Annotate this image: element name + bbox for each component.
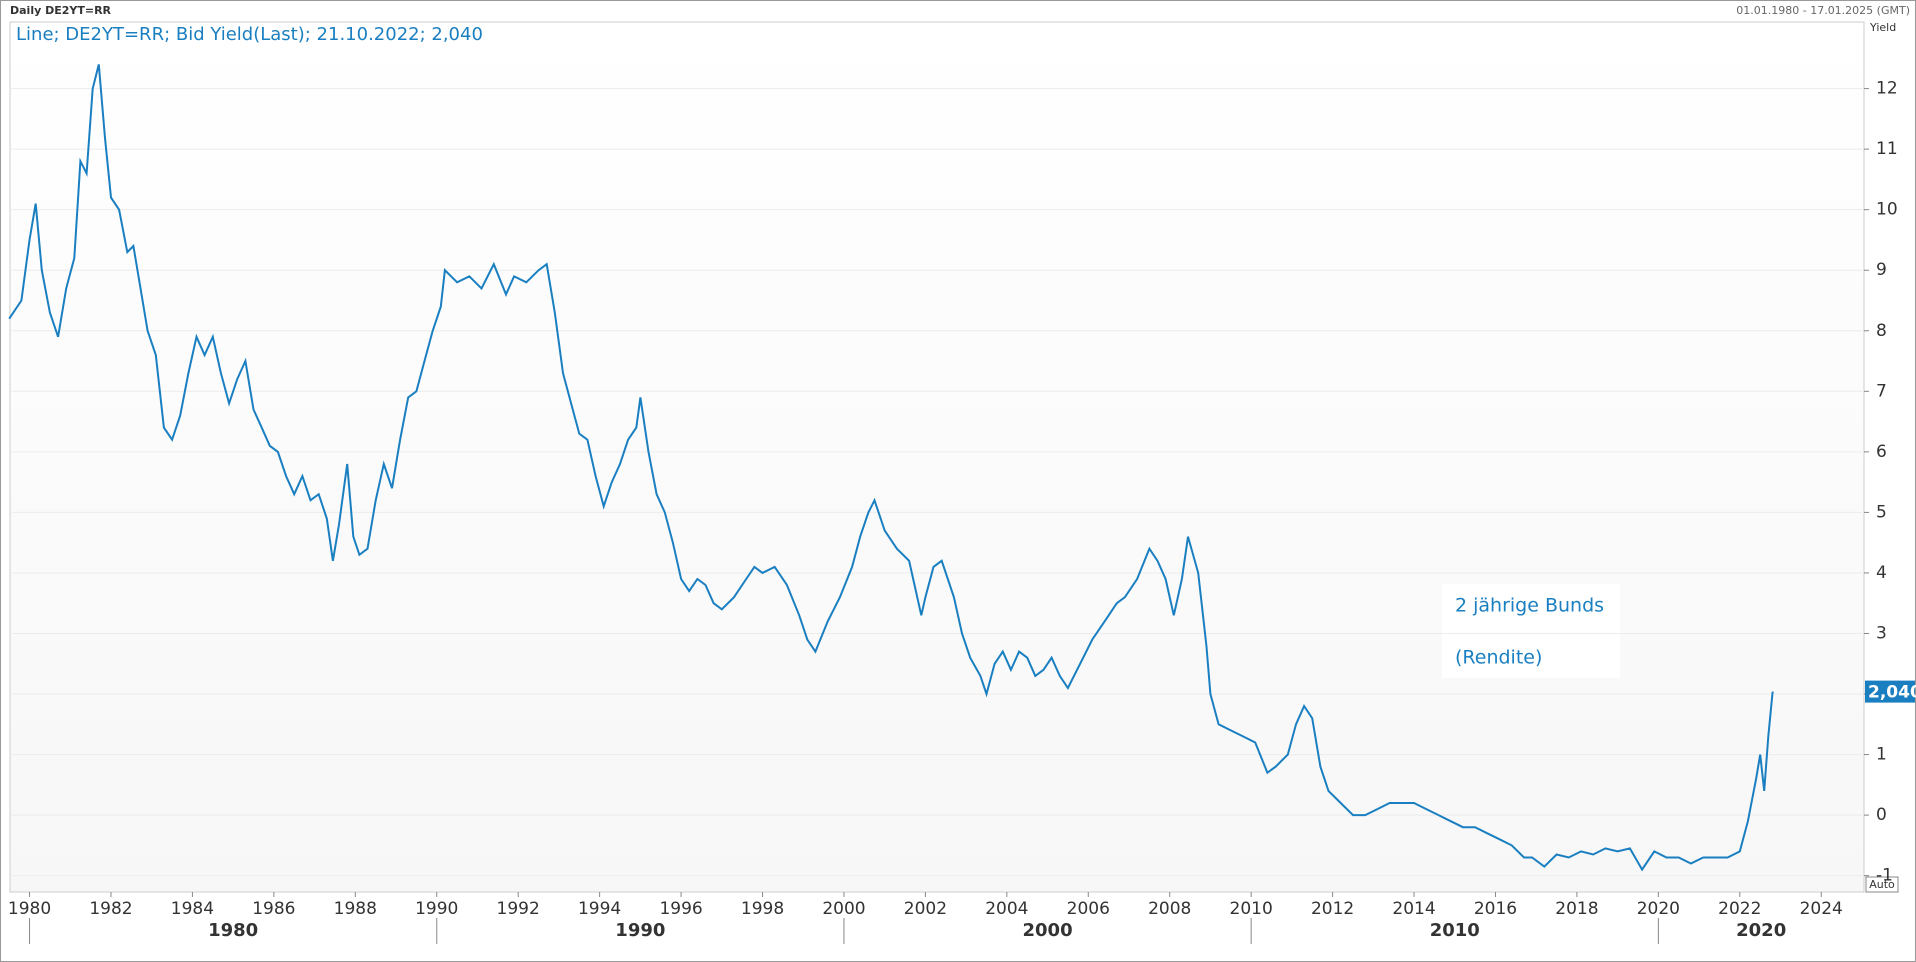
line-series (8, 64, 1774, 872)
y-axis-label: Yield (1869, 21, 1896, 34)
y-tick-label: -1 (1876, 866, 1893, 886)
y-tick-label: 12 (1876, 79, 1898, 99)
decade-label: 2000 (1023, 920, 1073, 941)
x-tick-label: 1980 (8, 899, 51, 919)
x-tick-label: 1990 (415, 899, 458, 919)
y-tick-label: 11 (1876, 139, 1898, 159)
x-tick-label: 1982 (89, 899, 132, 919)
x-tick-label: 1984 (171, 899, 214, 919)
decade-label: 1980 (208, 920, 258, 941)
decade-label: 2010 (1430, 920, 1480, 941)
x-tick-label: 2008 (1148, 899, 1191, 919)
x-tick-label: 1986 (252, 899, 295, 919)
y-tick-label: 3 (1876, 623, 1887, 643)
x-tick-label: 2016 (1474, 899, 1517, 919)
x-tick-label: 1996 (659, 899, 702, 919)
x-tick-label: 2012 (1311, 899, 1354, 919)
header-left: Daily DE2YT=RR (10, 4, 112, 17)
x-tick-label: 1998 (741, 899, 784, 919)
annotation-box (1442, 584, 1620, 678)
header-right: 01.01.1980 - 17.01.2025 (GMT) (1736, 4, 1910, 17)
scale-mode[interactable]: Auto (1869, 878, 1895, 891)
legend-entry: Line; DE2YT=RR; Bid Yield(Last); 21.10.2… (16, 24, 483, 45)
y-tick-label: 5 (1876, 502, 1887, 522)
annotation: 2 jährige Bunds (1455, 595, 1604, 617)
decade-label: 2020 (1736, 920, 1786, 941)
x-tick-label: 2006 (1067, 899, 1110, 919)
x-tick-label: 2010 (1230, 899, 1273, 919)
y-tick-label: 0 (1876, 805, 1887, 825)
annotation: (Rendite) (1455, 647, 1542, 669)
decade-label: 1990 (615, 920, 665, 941)
x-tick-label: 2018 (1555, 899, 1598, 919)
last-value-box (1865, 680, 1915, 703)
last-value-label: 2,040 (1868, 683, 1916, 703)
x-tick-label: 2024 (1800, 899, 1843, 919)
y-tick-label: 1 (1876, 745, 1887, 765)
x-tick-label: 1988 (334, 899, 377, 919)
x-tick-label: 2002 (904, 899, 947, 919)
y-tick-label: 10 (1876, 200, 1898, 220)
x-tick-label: 1992 (497, 899, 540, 919)
x-tick-label: 2020 (1637, 899, 1680, 919)
x-tick-label: 2004 (985, 899, 1028, 919)
x-tick-label: 2022 (1718, 899, 1761, 919)
plot-area (9, 21, 1865, 893)
y-tick-label: 8 (1876, 321, 1887, 341)
y-tick-label: 9 (1876, 260, 1887, 280)
x-tick-label: 2000 (822, 899, 865, 919)
y-tick-label: 6 (1876, 442, 1887, 462)
x-tick-label: 2014 (1392, 899, 1435, 919)
y-tick-label: 4 (1876, 563, 1887, 583)
x-tick-label: 1994 (578, 899, 621, 919)
y-tick-label: 7 (1876, 381, 1887, 401)
scale-mode-box[interactable] (1865, 876, 1899, 893)
